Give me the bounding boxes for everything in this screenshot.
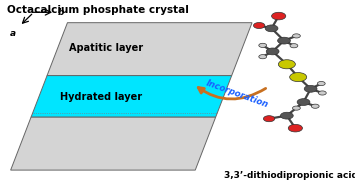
Circle shape (272, 12, 286, 20)
Polygon shape (47, 23, 252, 76)
Text: Apatitic layer: Apatitic layer (70, 43, 143, 53)
Text: Incorporation: Incorporation (204, 79, 270, 110)
Circle shape (259, 43, 267, 47)
Circle shape (263, 116, 275, 122)
Text: Hydrated layer: Hydrated layer (60, 92, 142, 102)
Text: a: a (9, 29, 16, 38)
Circle shape (253, 22, 265, 29)
Circle shape (290, 44, 298, 48)
Text: Octacalcium phosphate crystal: Octacalcium phosphate crystal (7, 5, 189, 15)
Circle shape (278, 37, 290, 44)
FancyArrowPatch shape (198, 88, 266, 99)
Polygon shape (11, 117, 215, 170)
Polygon shape (31, 76, 232, 117)
Circle shape (288, 124, 302, 132)
Circle shape (265, 25, 278, 32)
Circle shape (280, 112, 293, 119)
Text: b: b (58, 8, 64, 17)
Circle shape (290, 73, 307, 82)
Circle shape (293, 34, 300, 38)
Circle shape (266, 48, 279, 55)
Circle shape (317, 81, 325, 86)
Circle shape (259, 55, 267, 59)
Circle shape (318, 91, 326, 95)
Circle shape (311, 104, 319, 108)
Circle shape (293, 106, 300, 110)
Circle shape (304, 85, 317, 92)
Text: 3,3’-dithiodipropionic acid: 3,3’-dithiodipropionic acid (224, 171, 355, 180)
Circle shape (297, 99, 310, 105)
Circle shape (278, 60, 295, 69)
